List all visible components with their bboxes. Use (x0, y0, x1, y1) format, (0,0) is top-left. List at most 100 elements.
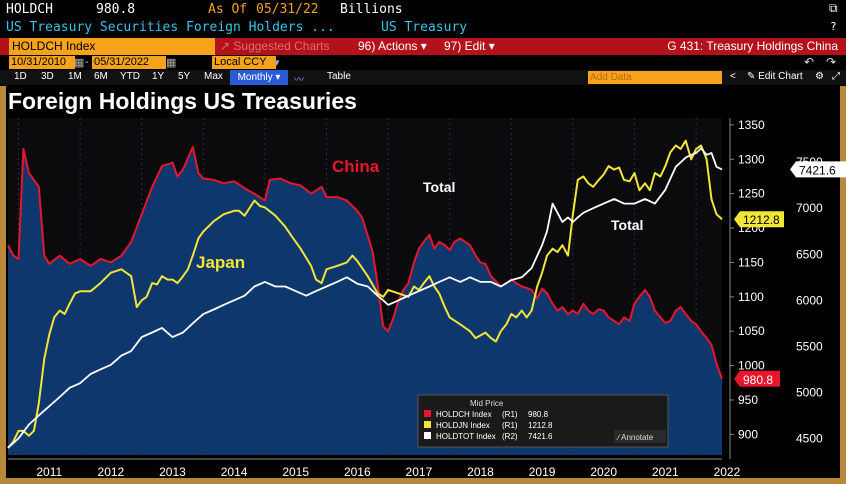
share-icon[interactable]: < (730, 71, 736, 82)
help-icon[interactable]: ? (830, 20, 837, 33)
range-dash: - (85, 56, 89, 68)
y1-tick-label: 1000 (738, 359, 765, 373)
china-line (7, 145, 723, 380)
calendar-icon[interactable]: ▦ (74, 57, 85, 69)
edit-menu[interactable]: 97) Edit ▾ (444, 39, 495, 53)
japan-last-badge: 1212.8 (743, 213, 780, 227)
y1-tick-label: 1150 (738, 255, 764, 269)
y2-tick-label: 4500 (796, 431, 823, 445)
china-area (8, 146, 722, 455)
x-tick-label: 2014 (221, 465, 248, 479)
x-tick-label: 2011 (36, 465, 62, 479)
period-toolbar: 1D 3D 1M 6M YTD 1Y 5Y Max Monthly ▾ 〰 Ta… (0, 70, 846, 86)
total-last-badge: 7421.6 (799, 163, 836, 177)
x-tick-label: 2016 (344, 465, 371, 479)
expand-icon[interactable]: ⤢ (832, 71, 840, 82)
legend-swatch (424, 410, 431, 417)
y1-tick-label: 1050 (738, 324, 765, 338)
legend-value: 1212.8 (528, 421, 553, 430)
table-button[interactable]: Table (327, 71, 351, 82)
y1-tick-label: 900 (738, 427, 758, 441)
redo-icon[interactable]: ↷ (826, 55, 837, 69)
suggested-charts-button[interactable]: ↗ Suggested Charts (220, 39, 330, 53)
period-ytd[interactable]: YTD (120, 71, 140, 82)
last-value: 980.8 (96, 2, 136, 17)
china-last-badge-bg (734, 370, 780, 387)
period-1y[interactable]: 1Y (152, 71, 165, 82)
period-5y[interactable]: 5Y (178, 71, 191, 82)
start-date-input[interactable]: 10/31/2010 (9, 56, 75, 69)
y1-tick-label: 1300 (738, 152, 765, 166)
china-last-badge: 980.8 (743, 373, 773, 387)
total-annotation: Total (611, 217, 643, 233)
chart-title: Foreign Holdings US Treasuries (8, 88, 357, 114)
y2-tick-label: 5500 (796, 339, 823, 353)
edit-chart-button[interactable]: ✎ Edit Chart (747, 71, 803, 82)
legend-axis: (R2) (502, 432, 518, 441)
x-tick-label: 2021 (652, 465, 679, 479)
total-line (7, 147, 723, 449)
china-annotation: China (332, 157, 380, 176)
undo-icon[interactable]: ↶ (804, 55, 815, 69)
chart-name: G 431: Treasury Holdings China (667, 39, 838, 53)
actions-menu[interactable]: 96) Actions ▾ (358, 39, 427, 53)
legend-axis: (R1) (502, 410, 518, 419)
japan-annotation: Japan (196, 253, 245, 272)
x-tick-label: 2013 (159, 465, 186, 479)
source-label: US Treasury (381, 20, 468, 35)
y2-tick-label: 6000 (796, 293, 823, 307)
y1-tick-label: 1350 (738, 118, 765, 132)
period-1d[interactable]: 1D (14, 71, 27, 82)
japan-line (7, 139, 723, 449)
annotate-button-bg (614, 430, 666, 443)
date-range-row: 10/31/2010 ▦ - 05/31/2022 ▦ Local CCY ▾ … (0, 55, 846, 70)
period-6m[interactable]: 6M (94, 71, 108, 82)
legend-swatch (424, 432, 431, 439)
x-tick-label: 2015 (282, 465, 309, 479)
y2-tick-label: 6500 (796, 247, 823, 261)
ticker-label: HOLDCH (6, 2, 53, 17)
y2-tick-label: 5000 (796, 385, 823, 399)
calendar-icon[interactable]: ▦ (166, 57, 177, 69)
security-input[interactable]: HOLDCH Index (9, 38, 215, 55)
legend-title: Mid Price (470, 399, 504, 408)
add-data-input[interactable]: Add Data (588, 71, 722, 84)
as-of-date: 05/31/22 (256, 2, 319, 17)
x-tick-label: 2018 (467, 465, 494, 479)
total-last-badge-bg (790, 161, 846, 178)
x-tick-label: 2022 (714, 465, 741, 479)
y2-tick-label: 7000 (796, 201, 823, 215)
x-tick-label: 2017 (406, 465, 433, 479)
description-row: US Treasury Securities Foreign Holders .… (0, 19, 846, 37)
y1-tick-label: 1100 (738, 290, 764, 304)
japan-last-badge-bg (734, 211, 784, 228)
y1-tick-label: 950 (738, 393, 758, 407)
security-description: US Treasury Securities Foreign Holders .… (6, 20, 335, 35)
x-tick-label: 2019 (529, 465, 556, 479)
units-label: Billions (340, 2, 403, 17)
end-date-input[interactable]: 05/31/2022 (92, 56, 166, 69)
y1-tick-label: 1250 (738, 187, 765, 201)
command-bar: HOLDCH Index ↗ Suggested Charts 96) Acti… (0, 38, 846, 55)
legend-value: 7421.6 (528, 432, 553, 441)
period-max[interactable]: Max (204, 71, 223, 82)
frequency-select[interactable]: Monthly ▾ (230, 70, 288, 85)
x-tick-label: 2012 (98, 465, 125, 479)
total-annotation: Total (423, 179, 455, 195)
chevron-down-icon[interactable]: ▾ (274, 57, 280, 69)
legend-swatch (424, 421, 431, 428)
line-chart-icon[interactable]: 〰 (294, 75, 304, 86)
period-1m[interactable]: 1M (68, 71, 82, 82)
legend-value: 980.8 (528, 410, 549, 419)
as-of-label: As Of (208, 2, 248, 17)
currency-select[interactable]: Local CCY (212, 56, 276, 69)
x-tick-label: 2020 (590, 465, 617, 479)
legend-name: HOLDJN Index (436, 421, 490, 430)
annotate-button: ∕ Annotate (616, 433, 654, 442)
legend-name: HOLDTOT Index (436, 432, 496, 441)
period-3d[interactable]: 3D (41, 71, 54, 82)
legend-axis: (R1) (502, 421, 518, 430)
popout-icon[interactable]: ⧉ (829, 1, 838, 15)
settings-icon[interactable]: ⚙ (815, 71, 824, 82)
